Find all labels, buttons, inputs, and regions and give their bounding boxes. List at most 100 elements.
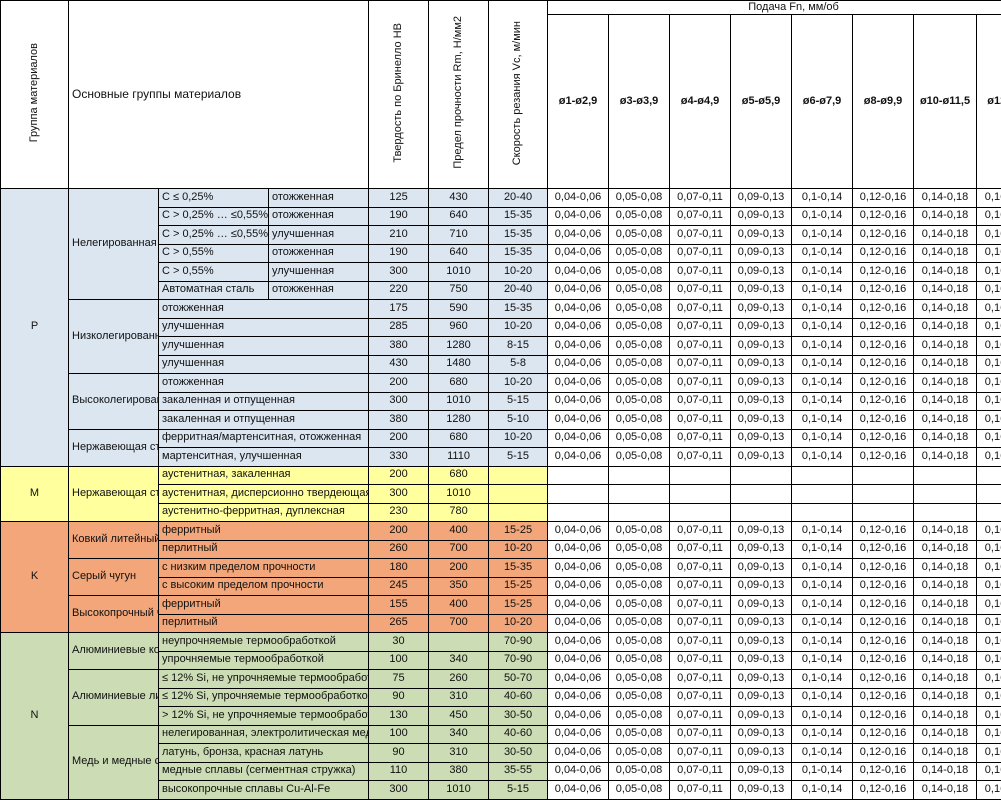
feed-value-d3: 0,07-0,11 [669, 243, 732, 263]
table-row: Алюминиевые литейные сплавы≤ 12% Si, не … [1, 669, 1001, 726]
feed-value-d3: 0,07-0,11 [669, 391, 732, 411]
feed-value-d7: 0,14-0,18 [913, 521, 978, 541]
feed-value-d7: 0,14-0,18 [913, 410, 978, 430]
feed-value-d5: 0,1-0,14 [791, 428, 854, 448]
feed-value-d1: 0,04-0,06 [547, 447, 610, 467]
feed-value-d1: 0,04-0,06 [547, 724, 610, 744]
feed-value-d7: 0,14-0,18 [913, 317, 978, 337]
material-designation: неупрочняемые термообработкой [157, 632, 370, 652]
feed-value-d7: 0,14-0,18 [913, 243, 978, 263]
feed-value-d2: 0,05-0,08 [608, 706, 671, 726]
feed-value-d8: 0,16-0,23 [976, 724, 1001, 744]
material-designation: нелегированная, электролитическая медь [157, 724, 370, 744]
feed-value-d7: 0,14-0,18 [913, 650, 978, 670]
cutting-speed-value: 20-40 [488, 188, 549, 208]
feed-value-d7 [913, 465, 978, 485]
feed-value-d5: 0,1-0,14 [791, 669, 854, 689]
feed-value-d8: 0,16-0,23 [976, 743, 1001, 763]
material-designation: ≤ 12% Si, упрочняемые термообработкой [157, 687, 370, 707]
material-designation: Автоматная сталь [158, 280, 269, 300]
cutting-speed-value: 5-10 [488, 410, 549, 430]
table-row: перлитный 265 700 10-20 0,04-0,06 0,05-0,08 0,… [1, 613, 1001, 633]
cutting-speed-value [488, 465, 549, 485]
tensile-value: 1110 [428, 447, 490, 467]
tensile-value [428, 632, 490, 652]
feed-value-d5: 0,1-0,14 [791, 706, 854, 726]
feed-value-d6 [852, 502, 915, 522]
feed-value-d2: 0,05-0,08 [608, 317, 671, 337]
feed-value-d6: 0,12-0,16 [852, 317, 915, 337]
feed-value-d5: 0,1-0,14 [791, 576, 854, 596]
feed-value-d4: 0,09-0,13 [730, 280, 793, 300]
feed-value-d5: 0,1-0,14 [791, 354, 854, 374]
feed-value-d2: 0,05-0,08 [608, 243, 671, 263]
material-condition: отожженная [267, 280, 370, 300]
material-designation: C > 0,55% [158, 262, 269, 282]
header-material-group: Группа материалов [0, 0, 69, 189]
cutting-speed-value: 5-8 [488, 354, 549, 374]
feed-value-d4: 0,09-0,13 [730, 724, 793, 744]
feed-value-d7: 0,14-0,18 [913, 336, 978, 356]
table-row: Высоколегированная стальотожженная200680… [1, 373, 1001, 430]
feed-value-d7: 0,14-0,18 [913, 761, 978, 781]
feed-value-d7: 0,14-0,18 [913, 206, 978, 226]
cutting-speed-value: 15-35 [488, 225, 549, 245]
feed-value-d3: 0,07-0,11 [669, 447, 732, 467]
feed-value-d1 [547, 465, 610, 485]
cutting-speed-value: 5-15 [488, 391, 549, 411]
hardness-value: 155 [368, 595, 430, 615]
feed-value-d4: 0,09-0,13 [730, 206, 793, 226]
header-diameter-7: ø10-ø11,5 [913, 14, 978, 189]
feed-value-d3: 0,07-0,11 [669, 373, 732, 393]
hardness-value: 125 [368, 188, 430, 208]
table-row: Автоматная сталь отожженная 220 750 20-40 0,0… [1, 280, 1001, 300]
material-designation: отожженная [157, 373, 370, 393]
feed-value-d5: 0,1-0,14 [791, 632, 854, 652]
cutting-speed-value: 15-25 [488, 576, 549, 596]
tensile-value: 200 [428, 558, 490, 578]
feed-value-d7: 0,14-0,18 [913, 576, 978, 596]
feed-value-d1: 0,04-0,06 [547, 576, 610, 596]
feed-value-d5: 0,1-0,14 [791, 299, 854, 319]
feed-value-d6: 0,12-0,16 [852, 188, 915, 208]
hardness-value: 130 [368, 706, 430, 726]
feed-value-d4: 0,09-0,13 [730, 576, 793, 596]
tensile-value: 450 [428, 706, 490, 726]
cutting-speed-value: 10-20 [488, 613, 549, 633]
feed-value-d1: 0,04-0,06 [547, 521, 610, 541]
table-row: C > 0,25% … ≤0,55% отожженная 190 640 15-35 0… [1, 206, 1001, 226]
cutting-speed-value: 5-15 [488, 447, 549, 467]
tensile-value: 1010 [428, 484, 490, 504]
feed-value-d8: 0,16-0,23 [976, 539, 1001, 559]
feed-value-d4: 0,09-0,13 [730, 336, 793, 356]
feed-value-d6: 0,12-0,16 [852, 391, 915, 411]
feed-value-d8: 0,16-0,23 [976, 428, 1001, 448]
feed-value-d2: 0,05-0,08 [608, 336, 671, 356]
feed-value-d7: 0,14-0,18 [913, 743, 978, 763]
feed-value-d4: 0,09-0,13 [730, 706, 793, 726]
feed-value-d5: 0,1-0,14 [791, 317, 854, 337]
feed-value-d3 [669, 465, 732, 485]
feed-value-d6: 0,12-0,16 [852, 724, 915, 744]
material-designation: упрочняемые термообработкой [157, 650, 370, 670]
feed-value-d8: 0,16-0,23 [976, 576, 1001, 596]
feed-value-d7 [913, 484, 978, 504]
table-row: перлитный 260 700 10-20 0,04-0,06 0,05-0,08 0,… [1, 539, 1001, 559]
feed-value-d7: 0,14-0,18 [913, 280, 978, 300]
header-diameter-3: ø4-ø4,9 [669, 14, 732, 189]
feed-value-d7: 0,14-0,18 [913, 539, 978, 559]
material-designation: улучшенная [157, 336, 370, 356]
feed-value-d5: 0,1-0,14 [791, 410, 854, 430]
feed-value-d2: 0,05-0,08 [608, 724, 671, 744]
feed-value-d1 [547, 484, 610, 504]
feed-value-d6: 0,12-0,16 [852, 558, 915, 578]
feed-value-d6: 0,12-0,16 [852, 669, 915, 689]
feed-value-d1: 0,04-0,06 [547, 669, 610, 689]
feed-value-d1: 0,04-0,06 [547, 373, 610, 393]
hardness-value: 380 [368, 336, 430, 356]
feed-value-d7: 0,14-0,18 [913, 706, 978, 726]
feed-value-d2: 0,05-0,08 [608, 780, 671, 800]
feed-value-d1: 0,04-0,06 [547, 262, 610, 282]
hardness-value: 300 [368, 780, 430, 800]
